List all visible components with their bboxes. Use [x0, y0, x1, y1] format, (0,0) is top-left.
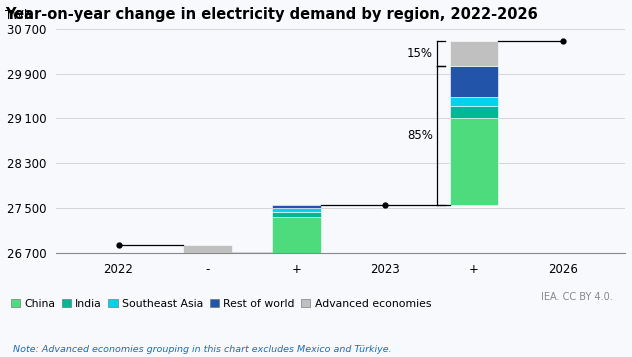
Legend: China, India, Southeast Asia, Rest of world, Advanced economies: China, India, Southeast Asia, Rest of wo…: [11, 299, 431, 309]
Text: 85%: 85%: [407, 129, 433, 142]
Bar: [272, 212, 320, 217]
Bar: [272, 217, 320, 253]
Bar: [449, 41, 499, 66]
Bar: [183, 245, 232, 253]
Text: TWh: TWh: [5, 9, 32, 22]
Text: Note: Advanced economies grouping in this chart excludes Mexico and Türkiye.: Note: Advanced economies grouping in thi…: [13, 345, 391, 354]
Bar: [449, 66, 499, 97]
Bar: [272, 208, 320, 212]
Text: Year-on-year change in electricity demand by region, 2022-2026: Year-on-year change in electricity deman…: [5, 7, 538, 22]
Text: 15%: 15%: [406, 47, 433, 60]
Bar: [272, 205, 320, 208]
Text: IEA. CC BY 4.0.: IEA. CC BY 4.0.: [541, 292, 613, 302]
Bar: [449, 97, 499, 106]
Bar: [449, 119, 499, 205]
Bar: [449, 106, 499, 119]
